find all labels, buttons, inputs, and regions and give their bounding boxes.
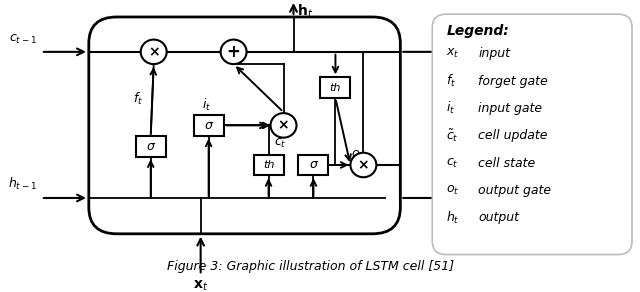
Text: $h_{t-1}$: $h_{t-1}$ bbox=[8, 176, 37, 192]
Text: $\mathbf{h}_t$: $\mathbf{h}_t$ bbox=[464, 176, 481, 193]
FancyBboxPatch shape bbox=[253, 155, 284, 175]
Text: $f_t$: $f_t$ bbox=[446, 73, 456, 89]
Circle shape bbox=[141, 40, 166, 64]
Text: +: + bbox=[227, 43, 241, 61]
Text: $\mathbf{h}_t$: $\mathbf{h}_t$ bbox=[298, 3, 314, 20]
Text: $\tilde{c}_t$: $\tilde{c}_t$ bbox=[446, 128, 459, 144]
Text: $c_t$: $c_t$ bbox=[446, 157, 459, 170]
Text: forget gate: forget gate bbox=[478, 74, 548, 88]
Text: Figure 3: Graphic illustration of LSTM cell [51]: Figure 3: Graphic illustration of LSTM c… bbox=[167, 260, 454, 273]
Text: $f_t$: $f_t$ bbox=[132, 91, 143, 107]
Text: cell state: cell state bbox=[478, 157, 536, 170]
Text: σ: σ bbox=[310, 159, 317, 171]
Text: $i_t$: $i_t$ bbox=[202, 97, 211, 113]
Text: $o_t$: $o_t$ bbox=[351, 149, 365, 162]
Text: input: input bbox=[478, 47, 510, 60]
Text: σ: σ bbox=[147, 140, 155, 153]
FancyBboxPatch shape bbox=[298, 155, 328, 175]
Circle shape bbox=[221, 40, 246, 64]
Text: ×: × bbox=[278, 118, 289, 132]
Text: $c_t$: $c_t$ bbox=[464, 34, 477, 47]
Text: ×: × bbox=[148, 45, 159, 59]
Text: output gate: output gate bbox=[478, 184, 552, 197]
Circle shape bbox=[271, 113, 296, 138]
Text: input gate: input gate bbox=[478, 102, 542, 115]
Text: $o_t$: $o_t$ bbox=[446, 184, 460, 197]
Text: $\tilde{c}_t$: $\tilde{c}_t$ bbox=[273, 133, 286, 150]
Text: $c_{t-1}$: $c_{t-1}$ bbox=[9, 33, 37, 46]
Text: ×: × bbox=[358, 158, 369, 172]
Text: Legend:: Legend: bbox=[446, 24, 509, 38]
FancyBboxPatch shape bbox=[432, 14, 632, 255]
Text: σ: σ bbox=[205, 119, 212, 132]
Text: output: output bbox=[478, 211, 519, 224]
FancyBboxPatch shape bbox=[89, 17, 401, 234]
Text: cell update: cell update bbox=[478, 129, 548, 142]
FancyBboxPatch shape bbox=[321, 77, 351, 98]
Text: $\mathbf{x}_t$: $\mathbf{x}_t$ bbox=[193, 278, 208, 292]
Text: $h_t$: $h_t$ bbox=[446, 210, 460, 226]
FancyBboxPatch shape bbox=[194, 115, 223, 136]
Text: $i_t$: $i_t$ bbox=[446, 100, 456, 117]
Text: th: th bbox=[330, 83, 341, 93]
Text: $x_t$: $x_t$ bbox=[446, 47, 460, 60]
Circle shape bbox=[351, 153, 376, 177]
Text: th: th bbox=[263, 160, 274, 170]
FancyBboxPatch shape bbox=[136, 136, 166, 157]
